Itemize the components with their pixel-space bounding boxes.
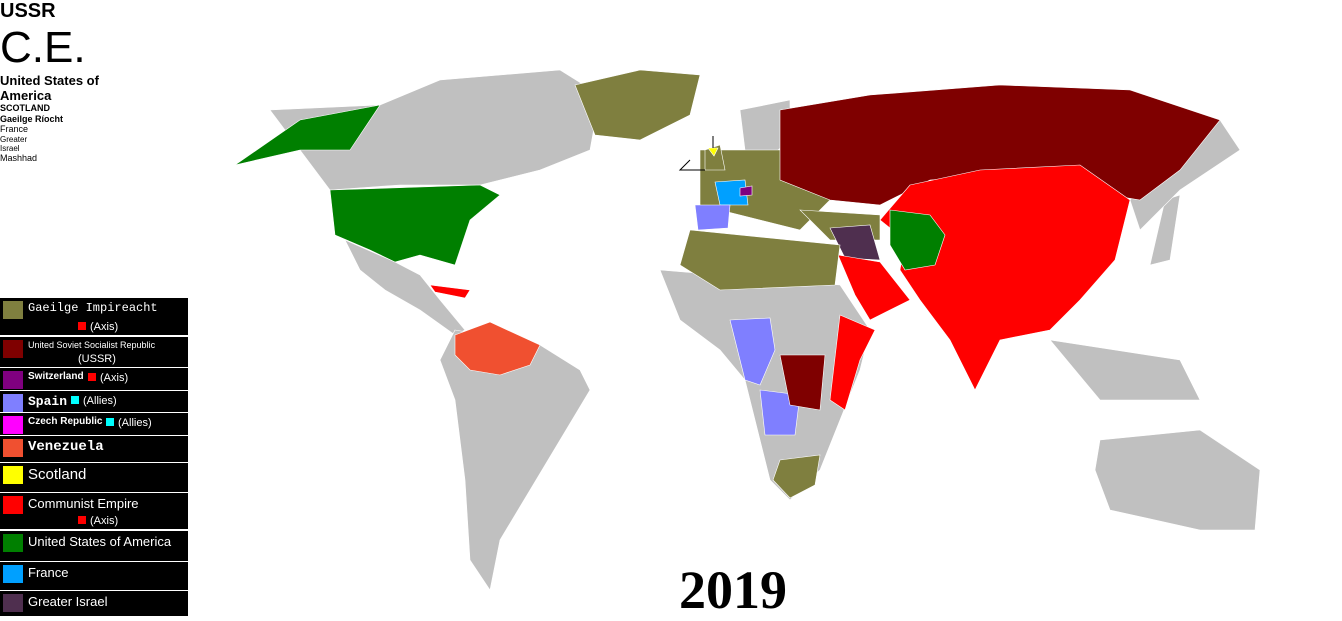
legend-swatch (3, 594, 23, 612)
map-label: France (0, 124, 29, 135)
legend-row: Communist Empire (Axis) (0, 493, 188, 530)
legend-row: United Soviet Socialist Republic (USSR) (0, 337, 188, 368)
japan (1149, 194, 1181, 266)
legend-name: Spain (28, 394, 68, 409)
greenland (574, 69, 701, 141)
congo (779, 354, 826, 411)
legend-swatch (3, 301, 23, 319)
greater-israel (829, 224, 881, 261)
map-label: C.E. (0, 23, 86, 72)
legend-name: United States of America (28, 534, 172, 549)
note-marker (106, 418, 114, 426)
west-africa (729, 317, 776, 386)
north-africa (679, 229, 841, 291)
note-text: (USSR) (78, 353, 116, 365)
legend-swatch (3, 340, 23, 358)
usa (329, 184, 501, 266)
legend-note: (Axis) (78, 515, 118, 527)
arabia (837, 254, 911, 321)
note-text: (Axis) (90, 321, 119, 333)
legend-name: Switzerland (28, 371, 84, 382)
cuba (429, 284, 471, 299)
legend-name: France (28, 565, 69, 580)
venezuela (454, 321, 541, 376)
legend-row: Scotland (0, 463, 188, 493)
legend-row: France (0, 562, 188, 591)
note-text: (Allies) (118, 417, 152, 429)
legend-swatch (3, 371, 23, 389)
gaeilge-pointer (678, 159, 705, 171)
note-text: (Allies) (83, 395, 117, 407)
note-marker (71, 396, 79, 404)
legend-name: Greater Israel (28, 594, 108, 609)
map-label: SCOTLAND (0, 103, 50, 114)
note-marker (78, 516, 86, 524)
south-africa (772, 454, 821, 499)
legend-row: Venezuela (0, 436, 188, 463)
legend-note: (Axis) (78, 321, 118, 333)
note-text: (Axis) (90, 515, 119, 527)
north-america (269, 69, 601, 191)
legend-swatch (3, 496, 23, 514)
legend-note: (Axis) (88, 372, 128, 384)
legend-name: Gaeilge Impireacht (28, 301, 158, 315)
legend-swatch (3, 439, 23, 457)
legend-swatch (3, 416, 23, 434)
year: 2019 (679, 560, 787, 620)
legend-name: Scotland (28, 466, 87, 483)
france (714, 179, 749, 206)
map-label: Mashhad (0, 152, 38, 163)
legend-swatch (3, 466, 23, 484)
legend-row: Greater Israel (0, 591, 188, 617)
legend-name: Czech Republic (28, 416, 103, 427)
legend-note: (USSR) (78, 353, 116, 365)
note-marker (88, 373, 96, 381)
note-text: (Axis) (100, 372, 129, 384)
legend-note: (Allies) (71, 395, 117, 407)
spain (694, 204, 731, 231)
ireland-uk (704, 144, 726, 171)
factions (234, 69, 1221, 499)
switzerland (739, 185, 753, 197)
legend-swatch (3, 394, 23, 412)
australia (1094, 429, 1261, 531)
legend-row: Spain (Allies) (0, 391, 188, 413)
south-america (439, 329, 591, 591)
map-label: United States of America (0, 72, 99, 103)
map-labels: USSR C.E. United States of America SCOTLAND… (0, 0, 1342, 163)
map-label: USSR (0, 0, 56, 22)
map-label: Gaeilge Ríocht (0, 113, 64, 124)
legend-name: United Soviet Socialist Republic (28, 340, 156, 350)
southeast-asia (1049, 339, 1201, 401)
legend-name: Communist Empire (28, 496, 139, 511)
legend-swatch (3, 534, 23, 552)
legend-note: (Allies) (106, 417, 152, 429)
legend-row: Switzerland (Axis) (0, 368, 188, 391)
alaska (234, 104, 381, 166)
neutral-land (269, 69, 1261, 591)
legend-name: Venezuela (28, 439, 104, 455)
note-marker (78, 322, 86, 330)
legend-row: United States of America (0, 531, 188, 562)
legend-row: Czech Republic (Allies) (0, 413, 188, 436)
east-africa (829, 314, 876, 411)
legend-row: Gaeilge Impireacht (Axis) (0, 298, 188, 336)
mashhad (889, 209, 946, 271)
map-label: Greater Israel (0, 134, 28, 153)
legend-swatch (3, 565, 23, 583)
